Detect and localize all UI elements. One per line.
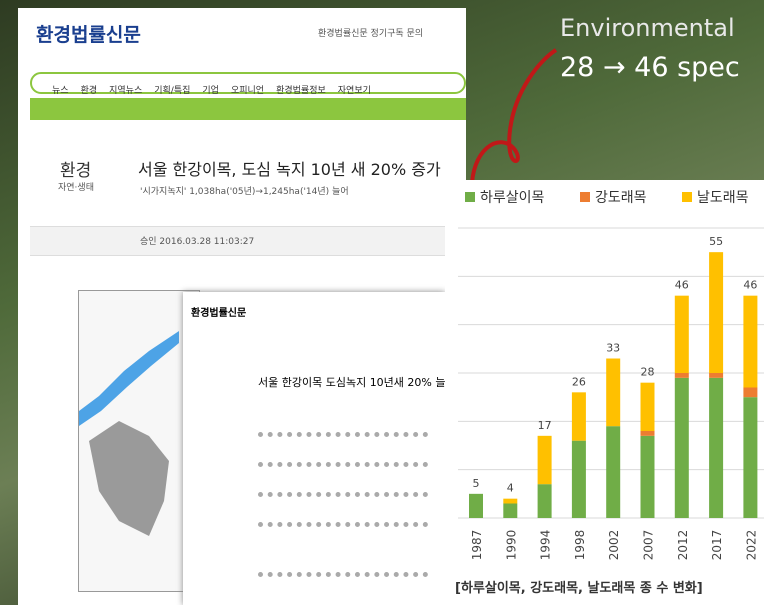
total-label: 46 <box>675 279 689 292</box>
x-tick-label: 2017 <box>710 530 724 561</box>
total-label: 4 <box>507 482 514 495</box>
bar-segment <box>641 431 655 436</box>
total-label: 55 <box>709 235 723 248</box>
bar-segment <box>469 494 483 518</box>
x-tick-label: 1994 <box>539 530 553 561</box>
total-label: 46 <box>743 279 757 292</box>
x-tick-label: 2007 <box>642 530 656 561</box>
x-tick-label: 1987 <box>470 530 484 561</box>
x-tick-label: 2002 <box>607 530 621 561</box>
bar-segment <box>606 359 620 427</box>
total-label: 28 <box>641 366 655 379</box>
total-label: 33 <box>606 342 620 355</box>
bar-segment <box>503 499 517 504</box>
total-label: 26 <box>572 375 586 388</box>
bar-segment <box>538 436 552 484</box>
bar-segment <box>503 504 517 519</box>
legend-swatch <box>682 192 692 202</box>
bar-segment <box>743 296 757 388</box>
x-tick-label: 2022 <box>744 530 758 561</box>
total-label: 5 <box>473 477 480 490</box>
bar-segment <box>675 296 689 373</box>
legend-swatch <box>465 192 475 202</box>
chart-caption: [하루살이목, 강도래목, 날도래목 종 수 변화] <box>455 580 703 596</box>
screen: Environmental 28 → 46 spec 환경법률신문 환경법률신문… <box>0 0 764 605</box>
x-tick-label: 1998 <box>573 530 587 561</box>
bar-segment <box>606 426 620 518</box>
bar-segment <box>709 378 723 518</box>
bar-segment <box>572 392 586 440</box>
bar-segment <box>709 373 723 378</box>
bar-segment <box>572 441 586 518</box>
legend-label: 날도래목 <box>697 190 749 206</box>
bar-segment <box>641 436 655 518</box>
chart: [하루살이목, 강도래목, 날도래목 종 수 변화] 하루살이목 강도래목 날도래목… <box>0 0 764 605</box>
bar-segment <box>743 397 757 518</box>
legend-label: 하루살이목 <box>480 190 545 206</box>
bar-segment <box>709 252 723 373</box>
x-tick-label: 1990 <box>504 530 518 561</box>
bar-segment <box>675 378 689 518</box>
bar-segment <box>743 388 757 398</box>
bar-segment <box>675 373 689 378</box>
x-tick-label: 2012 <box>676 530 690 561</box>
bar-segment <box>538 484 552 518</box>
bar-segment <box>641 383 655 431</box>
total-label: 17 <box>538 419 552 432</box>
legend-swatch <box>580 192 590 202</box>
legend-label: 강도래목 <box>595 190 647 206</box>
